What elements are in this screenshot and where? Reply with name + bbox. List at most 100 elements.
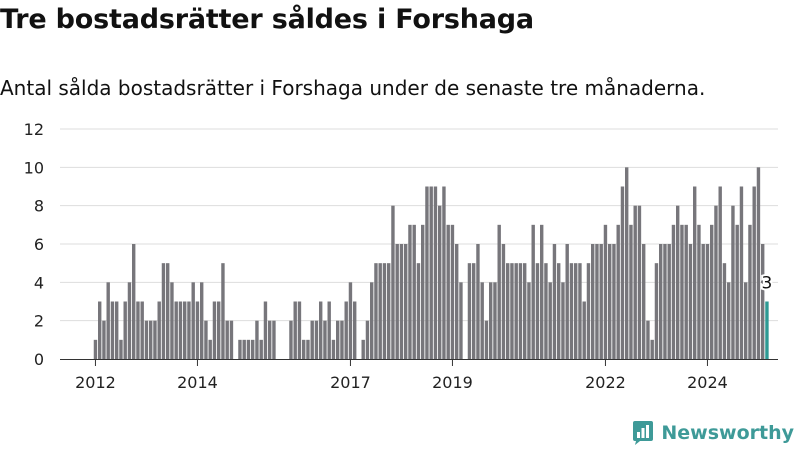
bar [93, 339, 98, 359]
bar [574, 263, 578, 359]
bar [144, 320, 149, 359]
bar [714, 205, 718, 359]
y-tick-label: 10 [24, 158, 44, 177]
bar [395, 244, 399, 359]
bar [425, 186, 429, 359]
bar [565, 244, 569, 359]
data-labels: 3 [760, 272, 775, 296]
x-tick-label: 2022 [585, 373, 626, 392]
bar [310, 320, 314, 359]
bar [625, 167, 629, 359]
bar-highlight [765, 301, 769, 359]
bar [293, 301, 297, 359]
bar [221, 263, 225, 359]
x-axis-ticks: 2012 2014 2017 2019 2022 2024 [75, 360, 728, 392]
y-tick-label: 0 [34, 350, 44, 369]
bar [761, 244, 765, 359]
bar [438, 205, 442, 359]
bar [115, 301, 119, 359]
bar [374, 263, 378, 359]
newsworthy-logo-icon [633, 421, 654, 445]
bar [268, 320, 272, 359]
bar [306, 339, 310, 359]
x-tick-label: 2019 [432, 373, 473, 392]
bar [110, 301, 115, 359]
bar [123, 301, 127, 359]
bar [327, 301, 331, 359]
bar [591, 244, 595, 359]
y-tick-label: 6 [34, 235, 44, 254]
bar [429, 186, 433, 359]
bar [242, 339, 246, 359]
bar [756, 167, 761, 359]
bar [331, 339, 336, 359]
bar [616, 224, 620, 359]
bar [455, 244, 459, 359]
bar [98, 301, 102, 359]
bar [340, 320, 344, 359]
bar [412, 224, 416, 359]
bar [204, 320, 208, 359]
bar [127, 282, 132, 359]
bar [718, 186, 722, 359]
bar [174, 301, 178, 359]
bar [659, 244, 663, 359]
bar [446, 224, 450, 359]
y-tick-label: 12 [24, 120, 44, 139]
bar [535, 263, 540, 359]
bar [523, 263, 527, 359]
bar [722, 263, 727, 359]
bar [544, 263, 548, 359]
bar [476, 244, 480, 359]
bar [153, 320, 157, 359]
bar [506, 263, 510, 359]
bar [370, 282, 374, 359]
bar [459, 282, 463, 359]
bar [208, 339, 212, 359]
bar [510, 263, 514, 359]
chart-title: Tre bostadsrätter såldes i Forshaga [0, 4, 534, 35]
bar [697, 224, 701, 359]
bar [497, 224, 501, 359]
bar [187, 301, 191, 359]
bar [166, 263, 170, 359]
bar [582, 301, 586, 359]
bar [599, 244, 603, 359]
bar [319, 301, 323, 359]
newsworthy-logo: Newsworthy [631, 420, 794, 446]
bar [663, 244, 667, 359]
bar [650, 339, 654, 359]
bar [259, 339, 263, 359]
y-tick-label: 2 [34, 312, 44, 331]
bar [200, 282, 204, 359]
bar [238, 339, 242, 359]
bar [136, 301, 140, 359]
bar [217, 301, 221, 359]
bar [348, 282, 353, 359]
bar [501, 244, 506, 359]
bar [752, 186, 756, 359]
y-axis-ticks: 0 2 4 6 8 10 12 [24, 120, 44, 369]
bar [586, 263, 591, 359]
bar [161, 263, 166, 359]
bar [667, 244, 671, 359]
y-tick-label: 4 [34, 273, 44, 292]
bar [229, 320, 234, 359]
bar [361, 339, 365, 359]
x-tick-label: 2014 [177, 373, 218, 392]
bar [684, 224, 688, 359]
bar [731, 205, 735, 359]
bar [225, 320, 229, 359]
bar [646, 320, 650, 359]
bar [548, 282, 552, 359]
bar [701, 244, 705, 359]
bar [246, 339, 251, 359]
bar [569, 263, 574, 359]
bar [680, 224, 684, 359]
bar [212, 301, 217, 359]
bar [727, 282, 731, 359]
bar [688, 244, 693, 359]
bar [642, 244, 646, 359]
bar [442, 186, 446, 359]
bar [710, 224, 714, 359]
